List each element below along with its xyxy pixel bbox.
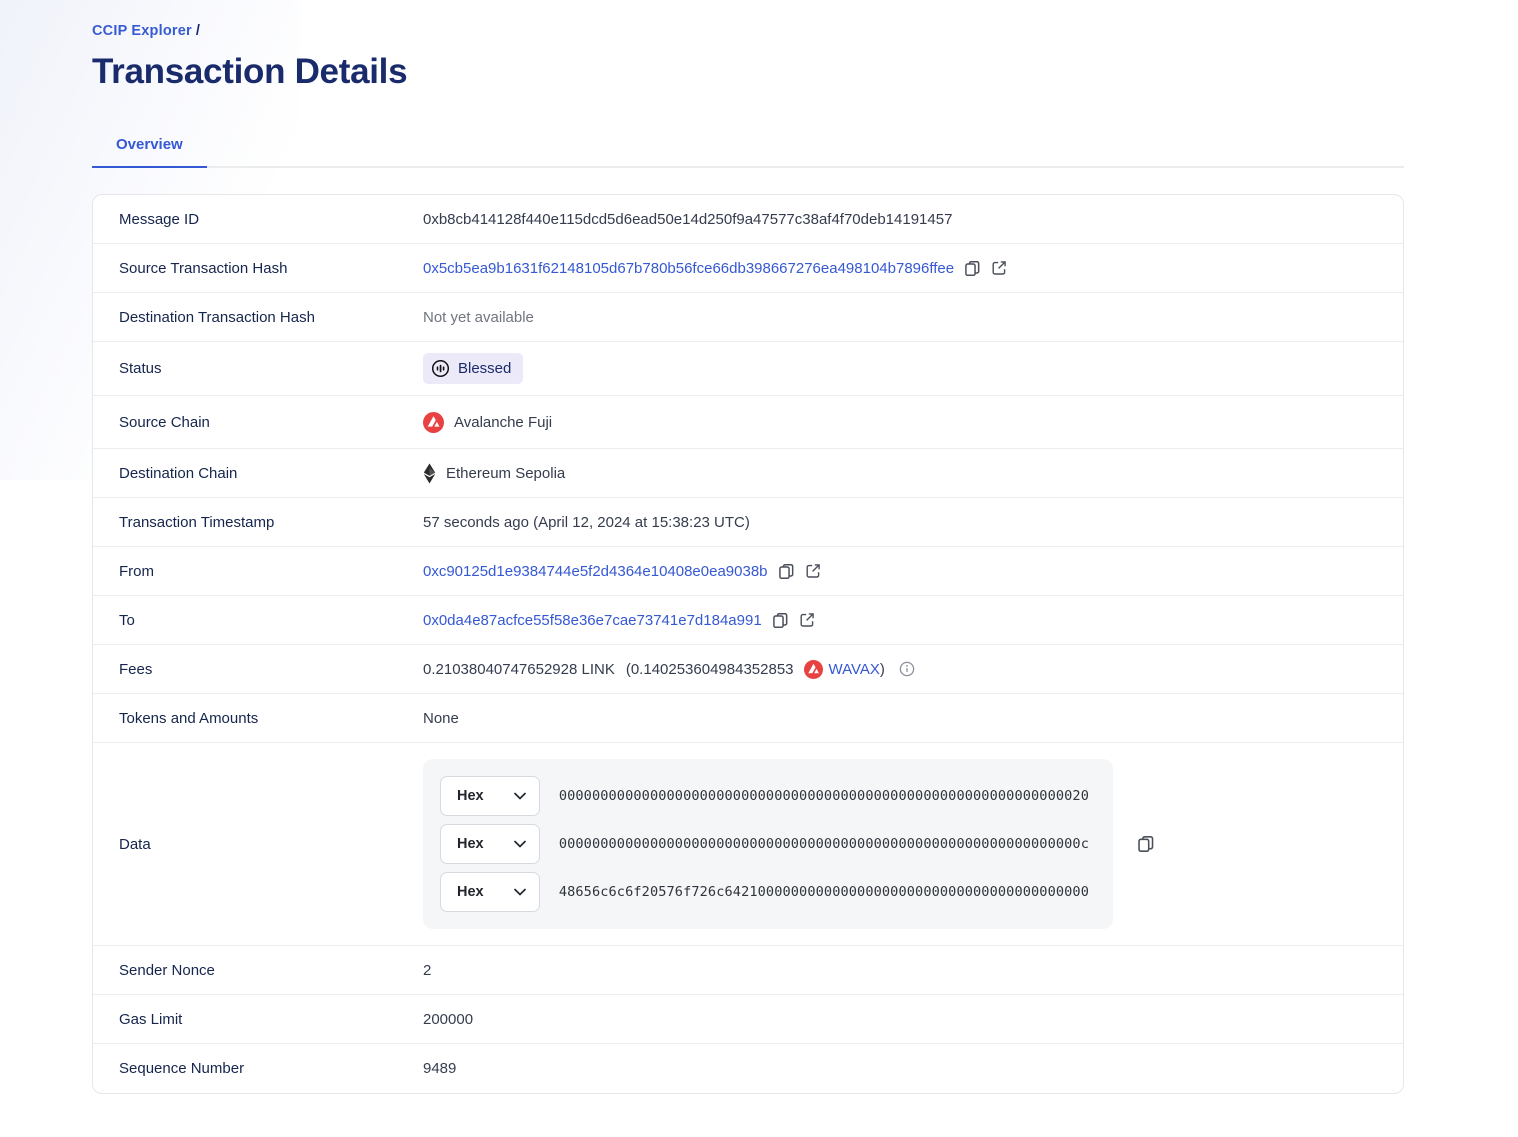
status-badge-label: Blessed — [458, 360, 512, 377]
table-row-source-chain: Source Chain Avalanche Fuji — [93, 396, 1403, 449]
to-address-link[interactable]: 0x0da4e87acfce55f58e36e7cae73741e7d184a9… — [423, 611, 762, 629]
dest-tx-hash-value: Not yet available — [423, 308, 534, 326]
row-label: Message ID — [119, 210, 200, 228]
table-row-fees: Fees 0.21038040747652928 LINK (0.1402536… — [93, 645, 1403, 694]
row-label: Destination Transaction Hash — [119, 308, 315, 326]
hex-format-select[interactable]: Hex — [440, 872, 540, 912]
page-title: Transaction Details — [92, 52, 408, 91]
chevron-down-icon — [513, 840, 526, 848]
table-row-timestamp: Transaction Timestamp 57 seconds ago (Ap… — [93, 498, 1403, 547]
status-badge: Blessed — [423, 353, 524, 384]
hex-format-select[interactable]: Hex — [440, 824, 540, 864]
table-row-sender-nonce: Sender Nonce 2 — [93, 946, 1403, 995]
transaction-details-table: Message ID 0xb8cb414128f440e115dcd5d6ead… — [92, 194, 1404, 1094]
blessed-signal-icon — [431, 359, 450, 378]
tab-overview[interactable]: Overview — [92, 136, 207, 168]
row-label: Tokens and Amounts — [119, 709, 259, 727]
avalanche-icon — [803, 659, 823, 679]
external-link-icon[interactable] — [991, 260, 1007, 276]
source-chain-name: Avalanche Fuji — [454, 413, 553, 431]
row-label: From — [119, 562, 154, 580]
table-row-data: Data Hex 0000000000000000000000000000000… — [93, 743, 1403, 946]
table-row-message-id: Message ID 0xb8cb414128f440e115dcd5d6ead… — [93, 195, 1403, 244]
table-row-gas-limit: Gas Limit 200000 — [93, 995, 1403, 1044]
row-label: Fees — [119, 660, 153, 678]
hex-format-value: Hex — [457, 788, 484, 804]
chevron-down-icon — [513, 792, 526, 800]
copy-icon[interactable] — [964, 260, 981, 277]
table-row-to: To 0x0da4e87acfce55f58e36e7cae73741e7d18… — [93, 596, 1403, 645]
row-label: Transaction Timestamp — [119, 513, 275, 531]
gas-limit-value: 200000 — [423, 1010, 474, 1028]
row-label: Source Transaction Hash — [119, 259, 288, 277]
data-hex-line: 48656c6c6f20576f726c64210000000000000000… — [558, 884, 1089, 900]
table-row-dest-tx-hash: Destination Transaction Hash Not yet ava… — [93, 293, 1403, 342]
row-label: Source Chain — [119, 413, 210, 431]
hex-format-value: Hex — [457, 836, 484, 852]
chevron-down-icon — [513, 888, 526, 896]
row-label: Data — [119, 835, 151, 853]
copy-icon[interactable] — [772, 612, 789, 629]
fees-converted-amount: (0.140253604984352853 — [625, 660, 794, 678]
timestamp-value: 57 seconds ago (April 12, 2024 at 15:38:… — [423, 513, 750, 531]
row-label: To — [119, 611, 135, 629]
table-row-from: From 0xc90125d1e9384744e5f2d4364e10408e0… — [93, 547, 1403, 596]
hex-format-value: Hex — [457, 884, 484, 900]
breadcrumb-ccip-explorer-link[interactable]: CCIP Explorer / — [92, 23, 200, 39]
external-link-icon[interactable] — [799, 612, 815, 628]
row-label: Destination Chain — [119, 464, 238, 482]
breadcrumb-label: CCIP Explorer — [92, 23, 192, 39]
breadcrumb-separator: / — [195, 23, 201, 39]
data-line: Hex 000000000000000000000000000000000000… — [440, 776, 1089, 816]
copy-icon[interactable] — [778, 563, 795, 580]
from-address-link[interactable]: 0xc90125d1e9384744e5f2d4364e10408e0ea903… — [423, 562, 768, 580]
table-row-dest-chain: Destination Chain Ethereum Sepolia — [93, 449, 1403, 498]
tokens-value: None — [423, 709, 459, 727]
row-label: Gas Limit — [119, 1010, 183, 1028]
sequence-number-value: 9489 — [423, 1060, 457, 1077]
data-hex-line: 0000000000000000000000000000000000000000… — [558, 836, 1089, 852]
table-row-source-tx-hash: Source Transaction Hash 0x5cb5ea9b1631f6… — [93, 244, 1403, 293]
hex-format-select[interactable]: Hex — [440, 776, 540, 816]
info-icon[interactable] — [899, 661, 915, 677]
main-content: CCIP Explorer / Transaction Details Overv… — [92, 0, 1404, 1094]
fees-paren-close: ) — [879, 660, 885, 678]
avalanche-icon — [423, 411, 444, 433]
table-row-tokens: Tokens and Amounts None — [93, 694, 1403, 743]
data-line: Hex 48656c6c6f20576f726c6421000000000000… — [440, 872, 1089, 912]
message-id-value: 0xb8cb414128f440e115dcd5d6ead50e14d250f9… — [423, 210, 953, 228]
fees-link-amount: 0.21038040747652928 LINK — [423, 660, 615, 678]
source-tx-hash-link[interactable]: 0x5cb5ea9b1631f62148105d67b780b56fce66db… — [423, 259, 955, 277]
row-label: Sequence Number — [119, 1060, 245, 1077]
external-link-icon[interactable] — [805, 563, 821, 579]
tab-bar: Overview — [92, 136, 1404, 168]
sender-nonce-value: 2 — [423, 961, 432, 979]
data-line: Hex 000000000000000000000000000000000000… — [440, 824, 1089, 864]
copy-icon[interactable] — [1137, 835, 1155, 853]
data-hex-line: 0000000000000000000000000000000000000000… — [558, 788, 1089, 804]
table-row-sequence-number: Sequence Number 9489 — [93, 1044, 1403, 1093]
data-hex-box: Hex 000000000000000000000000000000000000… — [423, 759, 1113, 929]
dest-chain-name: Ethereum Sepolia — [446, 464, 566, 482]
row-label: Sender Nonce — [119, 961, 215, 979]
ethereum-icon — [423, 463, 436, 483]
breadcrumb: CCIP Explorer / — [92, 22, 1404, 40]
table-row-status: Status Blessed — [93, 342, 1403, 396]
row-label: Status — [119, 360, 162, 377]
wavax-token-link[interactable]: WAVAX — [828, 660, 880, 678]
